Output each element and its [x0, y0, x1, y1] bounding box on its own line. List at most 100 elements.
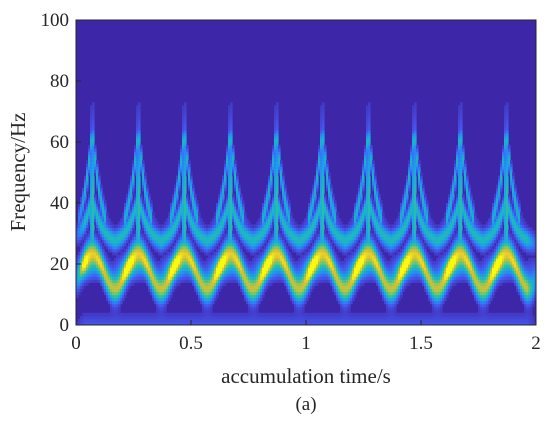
heatmap-cell — [332, 288, 335, 293]
heatmap-cell — [106, 260, 109, 265]
heatmap-cell — [238, 224, 241, 228]
heatmap-cell — [164, 260, 167, 265]
heatmap-cell — [218, 288, 221, 293]
heatmap-cell — [198, 321, 201, 325]
heatmap-cell — [272, 157, 275, 161]
heatmap-cell — [244, 218, 247, 222]
heatmap-cell — [164, 318, 167, 323]
heatmap-cell — [226, 236, 229, 241]
heatmap-cell — [166, 221, 169, 225]
heatmap-cell — [96, 184, 99, 189]
heatmap-cell — [316, 175, 319, 180]
heatmap-cell — [134, 209, 137, 213]
heatmap-cell — [144, 276, 147, 280]
heatmap-cell — [102, 209, 105, 213]
heatmap-cell — [234, 312, 237, 317]
heatmap-cell — [308, 267, 311, 271]
heatmap-cell — [164, 315, 167, 320]
heatmap-cell — [76, 321, 79, 325]
heatmap-cell — [110, 321, 113, 325]
heatmap-cell — [224, 203, 227, 207]
heatmap-cell — [142, 181, 145, 186]
heatmap-cell — [162, 224, 165, 228]
heatmap-cell — [84, 221, 87, 225]
heatmap-cell — [258, 267, 261, 271]
heatmap-cell — [124, 254, 127, 259]
heatmap-cell — [234, 264, 237, 268]
heatmap-cell — [128, 206, 131, 210]
heatmap-cell — [158, 239, 161, 244]
heatmap-cell — [158, 315, 161, 320]
heatmap-cell — [146, 196, 149, 201]
heatmap-cell — [232, 199, 235, 204]
heatmap-cell — [174, 251, 177, 256]
heatmap-cell — [272, 166, 275, 171]
heatmap-cell — [274, 120, 277, 125]
heatmap-cell — [112, 303, 115, 308]
heatmap-cell — [144, 267, 147, 271]
heatmap-cell — [232, 239, 235, 244]
heatmap-cell — [188, 172, 191, 177]
heatmap-cell — [168, 282, 171, 286]
heatmap-cell — [296, 248, 299, 253]
heatmap-cell — [250, 297, 253, 302]
heatmap-cell — [132, 166, 135, 171]
heatmap-cell — [212, 224, 215, 228]
heatmap-cell — [300, 315, 303, 320]
heatmap-cell — [86, 169, 89, 174]
heatmap-cell — [244, 291, 247, 296]
heatmap-cell — [306, 239, 309, 244]
heatmap-cell — [200, 273, 203, 277]
heatmap-cell — [144, 279, 147, 283]
heatmap-cell — [92, 169, 95, 174]
heatmap-cell — [190, 209, 193, 213]
heatmap-cell — [230, 257, 233, 262]
heatmap-cell — [248, 291, 251, 296]
heatmap-cell — [180, 273, 183, 277]
heatmap-cell — [152, 294, 155, 299]
heatmap-cell — [94, 145, 97, 149]
heatmap-cell — [230, 218, 233, 222]
heatmap-cell — [292, 218, 295, 222]
heatmap-cell — [160, 288, 163, 293]
heatmap-cell — [304, 273, 307, 277]
heatmap-cell — [86, 248, 89, 253]
heatmap-cell — [316, 273, 319, 277]
heatmap-cell — [312, 315, 315, 320]
heatmap-cell — [228, 123, 231, 128]
heatmap-cell — [284, 224, 287, 228]
heatmap-cell — [270, 242, 273, 247]
heatmap-cell — [232, 148, 235, 152]
heatmap-cell — [138, 169, 141, 174]
heatmap-cell — [232, 196, 235, 201]
heatmap-cell — [250, 285, 253, 289]
heatmap-cell — [106, 288, 109, 293]
heatmap-cell — [80, 321, 83, 325]
heatmap-cell — [320, 251, 323, 256]
heatmap-cell — [110, 279, 113, 283]
heatmap-cell — [86, 276, 89, 280]
heatmap-cell — [262, 230, 265, 235]
heatmap-cell — [232, 212, 235, 216]
heatmap-cell — [228, 267, 231, 271]
heatmap-cell — [276, 233, 279, 238]
heatmap-cell — [198, 236, 201, 241]
heatmap-cell — [234, 236, 237, 241]
heatmap-cell — [150, 236, 153, 241]
heatmap-cell — [290, 282, 293, 286]
heatmap-cell — [220, 312, 223, 317]
heatmap-cell — [172, 212, 175, 216]
heatmap-cell — [234, 321, 237, 325]
heatmap-cell — [148, 260, 151, 265]
heatmap-cell — [226, 169, 229, 174]
heatmap-cell — [180, 233, 183, 238]
heatmap-cell — [152, 245, 155, 250]
heatmap-cell — [132, 215, 135, 219]
heatmap-cell — [142, 236, 145, 241]
heatmap-cell — [184, 315, 187, 320]
heatmap-cell — [310, 282, 313, 286]
heatmap-cell — [118, 273, 121, 277]
heatmap-cell — [126, 260, 129, 265]
heatmap-cell — [306, 279, 309, 283]
heatmap-cell — [338, 297, 341, 302]
